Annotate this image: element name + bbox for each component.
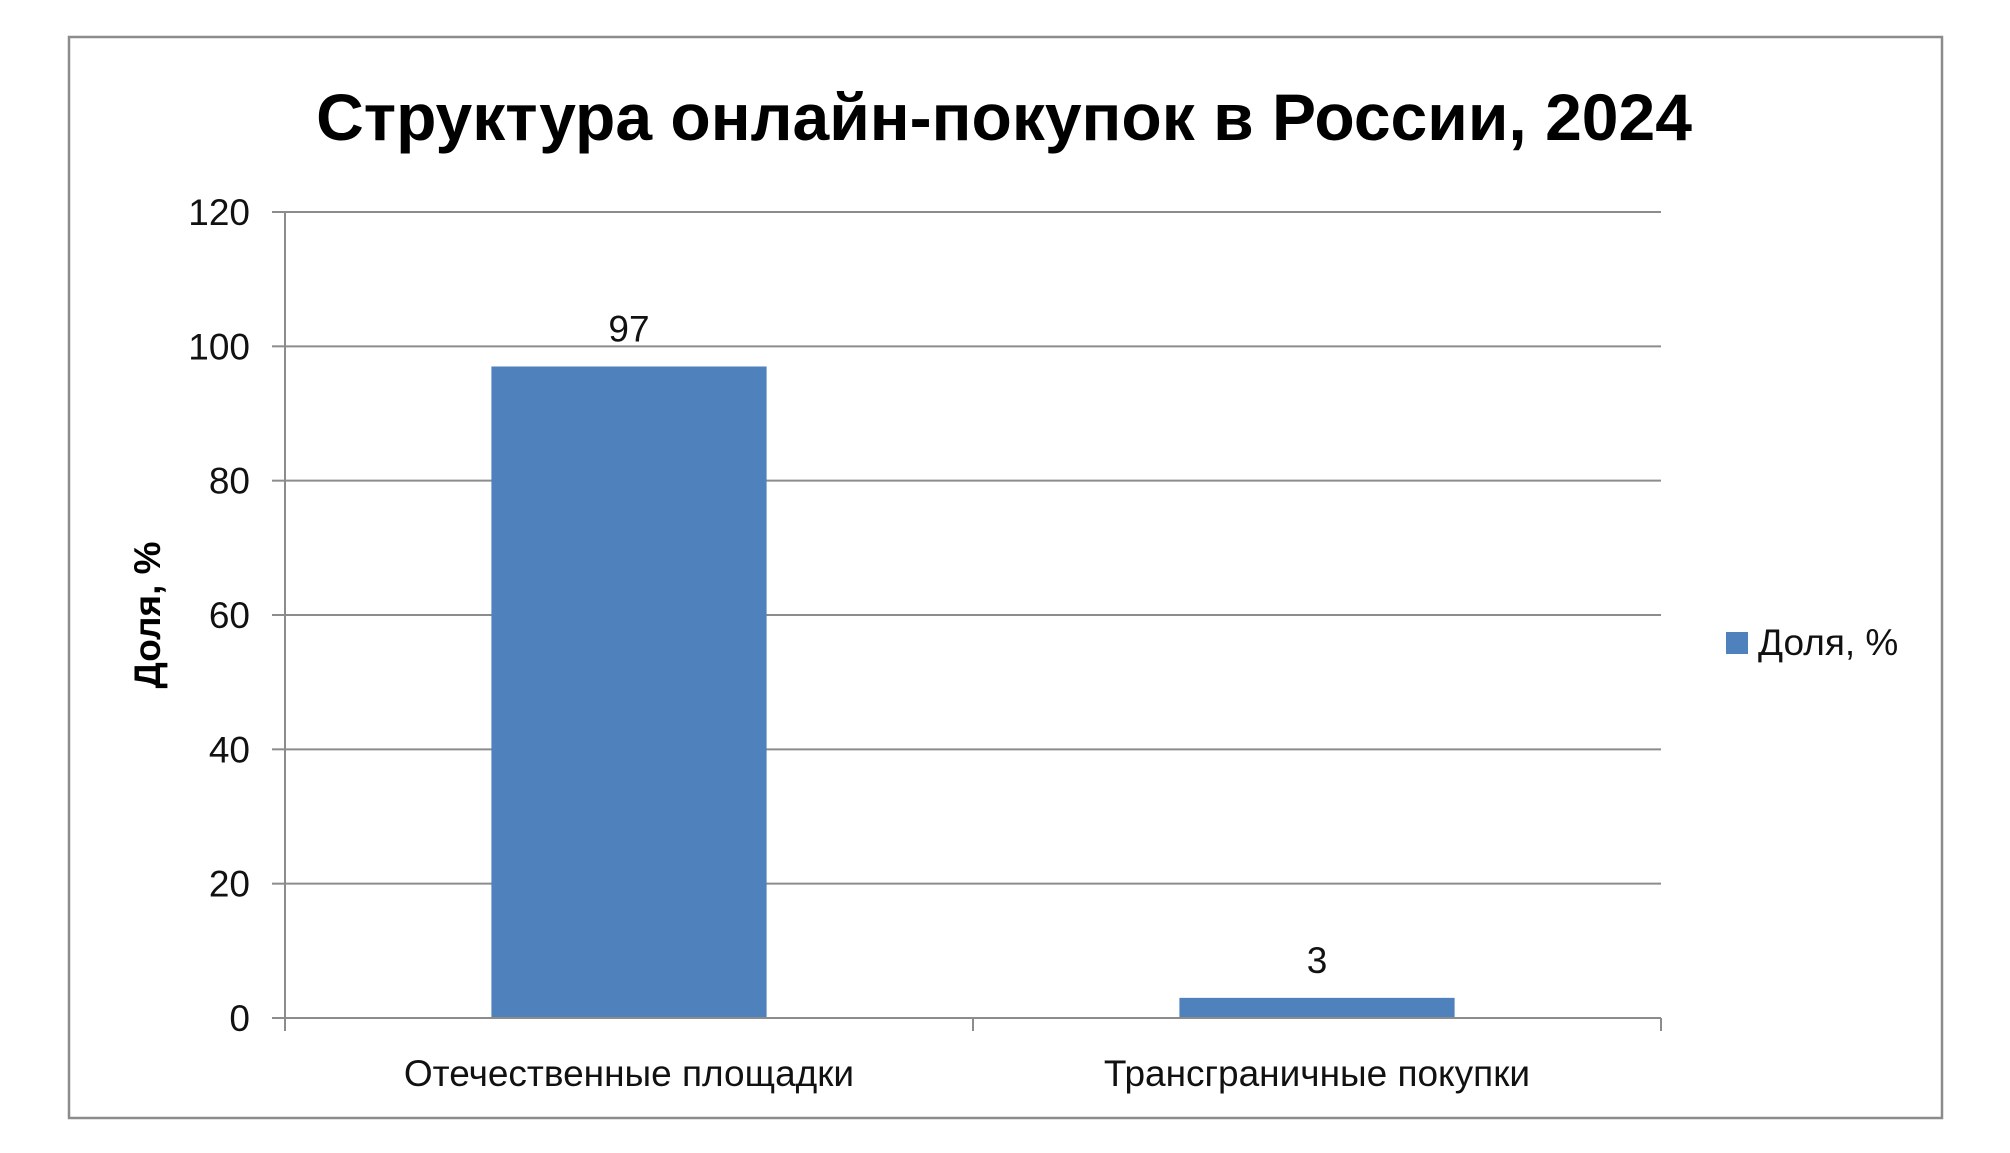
- bar: [491, 366, 767, 1018]
- bar: [1179, 997, 1455, 1018]
- legend-label: Доля, %: [1758, 622, 1898, 663]
- chart-title: Структура онлайн-покупок в России, 2024: [316, 80, 1692, 154]
- y-tick-label: 0: [229, 998, 250, 1039]
- y-tick-label: 40: [209, 729, 250, 770]
- bars: [491, 366, 1455, 1018]
- data-label: 3: [1307, 940, 1328, 981]
- data-label: 97: [608, 308, 649, 349]
- labels: 0 20 40 60 80 100 120 97 Отечественные площадки 3…: [188, 192, 1530, 1094]
- y-axis-title: Доля, %: [127, 541, 168, 688]
- y-tick-label: 60: [209, 595, 250, 636]
- legend: Доля, %: [1726, 622, 1898, 663]
- x-category-label: Трансграничные покупки: [1104, 1053, 1530, 1094]
- legend-swatch: [1726, 632, 1748, 654]
- chart-frame: [67, 35, 1944, 1120]
- axes: [272, 211, 1662, 1031]
- x-category-label: Отечественные площадки: [404, 1053, 854, 1094]
- y-tick-label: 120: [188, 192, 250, 233]
- y-tick-label: 20: [209, 864, 250, 905]
- y-tick-label: 100: [188, 326, 250, 367]
- y-tick-label: 80: [209, 461, 250, 502]
